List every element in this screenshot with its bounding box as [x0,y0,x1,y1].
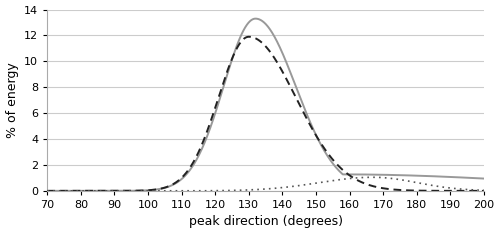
Y-axis label: % of energy: % of energy [6,62,18,138]
X-axis label: peak direction (degrees): peak direction (degrees) [188,216,342,228]
